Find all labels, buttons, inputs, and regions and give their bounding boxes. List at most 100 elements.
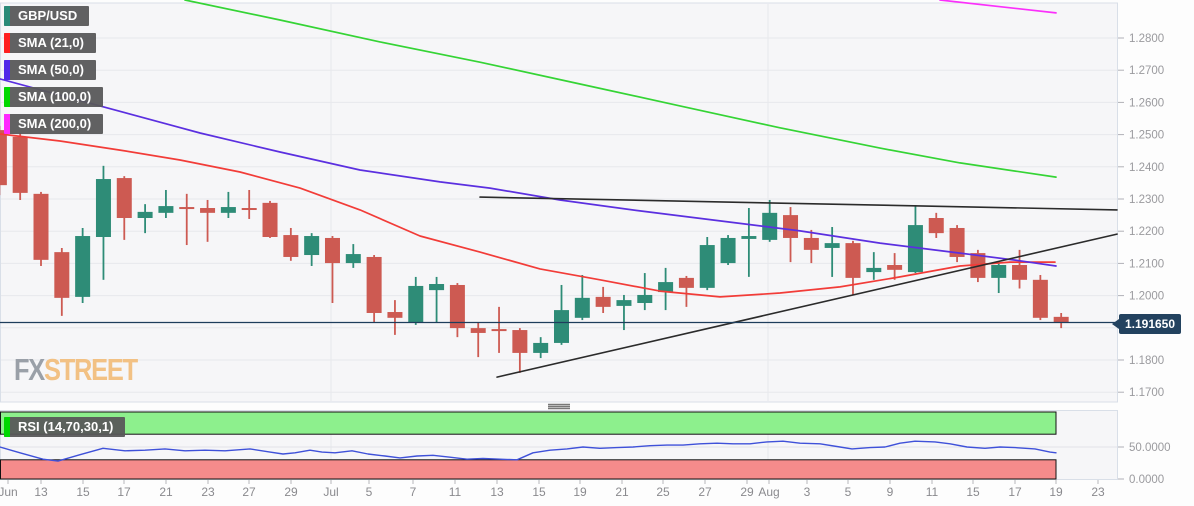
candle-body (220, 207, 236, 213)
time-axis-label: 13 (490, 485, 504, 499)
candle-body (533, 342, 549, 353)
candle-body (887, 265, 903, 270)
sma200-color-bar (4, 114, 10, 134)
candle-body (1053, 316, 1069, 323)
price-axis[interactable]: 1.2800 1.2700 1.2600 1.2500 1.2400 1.2300 1.22… (1118, 33, 1164, 399)
indicator-badge-sma100[interactable]: SMA (100,0) (4, 87, 104, 107)
time-axis-label: Jun (0, 485, 18, 499)
time-axis-label: 25 (656, 485, 670, 499)
time-axis-label: 11 (449, 485, 462, 499)
rsi-overbought-band (0, 411, 1057, 435)
time-axis-label: 23 (1091, 485, 1105, 499)
candle-body (95, 179, 111, 237)
time-axis-label: 27 (242, 485, 256, 499)
candle-body (387, 312, 403, 318)
fxstreet-watermark: FXSTREET (14, 352, 138, 388)
candle-body (345, 254, 361, 264)
sma100-label: SMA (100,0) (18, 89, 92, 104)
candle-body (824, 243, 840, 248)
candle-body (470, 328, 486, 333)
time-axis-label: 15 (76, 485, 90, 499)
sma21-color-bar (4, 33, 10, 53)
time-axis-label: 3 (804, 485, 811, 499)
watermark-street: STREET (44, 352, 138, 387)
candle-body (324, 237, 340, 264)
time-axis-label: 15 (532, 485, 546, 499)
time-axis-label: Aug (758, 485, 779, 499)
candle-body (33, 193, 49, 260)
price-axis-label: 1.2500 (1129, 130, 1164, 142)
candle-body (554, 310, 569, 343)
time-axis-label: Jul (323, 485, 338, 499)
candle-body (158, 206, 174, 213)
sma-line (0, 133, 1056, 298)
sma50-label: SMA (50,0) (18, 62, 84, 77)
price-axis-label: 1.1700 (1129, 387, 1164, 399)
candle-body (408, 285, 424, 323)
sma50-color-bar (4, 60, 10, 80)
time-axis-label: 17 (117, 485, 131, 499)
legend: GBP/USD SMA (21,0) SMA (50,0) SMA (100,0… (4, 6, 104, 134)
price-axis-label: 1.2200 (1129, 226, 1164, 238)
price-axis-label: 1.2400 (1129, 162, 1164, 174)
candle-body (949, 227, 965, 257)
watermark-fx: FX (14, 352, 45, 387)
sma-line (0, 78, 1057, 267)
symbol-label: GBP/USD (18, 8, 78, 23)
time-axis-label: 5 (845, 485, 852, 499)
indicator-badge-sma21[interactable]: SMA (21,0) (4, 33, 96, 53)
candle-body (928, 217, 944, 234)
sma-line (939, 0, 1057, 14)
symbol-badge[interactable]: GBP/USD (4, 6, 90, 26)
price-axis-label: 1.2800 (1129, 33, 1164, 45)
trendlines (479, 196, 1118, 378)
candle-body (304, 236, 320, 256)
candle-body (866, 267, 882, 273)
time-axis-label: 13 (34, 485, 48, 499)
time-axis-label: 19 (573, 485, 587, 499)
indicator-badge-sma200[interactable]: SMA (200,0) (4, 114, 104, 134)
time-axis-label: 19 (1049, 485, 1063, 499)
sma200-label: SMA (200,0) (18, 116, 92, 131)
price-axis-label: 1.2600 (1129, 97, 1164, 109)
candle-body (803, 237, 819, 250)
candle-body (574, 297, 590, 318)
candle-body (75, 236, 91, 297)
candle-body (429, 284, 445, 291)
sma-lines (0, 0, 1057, 298)
time-axis-label: 21 (159, 485, 173, 499)
time-axis-label: 27 (698, 485, 712, 499)
time-axis-label: 11 (926, 485, 939, 499)
indicator-badge-sma50[interactable]: SMA (50,0) (4, 60, 96, 80)
rsi-layer: 50.0000 0.0000 (0, 411, 1171, 486)
time-axis-label: 9 (887, 485, 894, 499)
time-axis-label: 17 (1008, 485, 1022, 499)
candle-body (699, 245, 715, 288)
candle-body (1032, 279, 1048, 318)
candle-body (12, 136, 28, 193)
rsi-axis-label: 0.0000 (1129, 474, 1164, 486)
price-axis-label: 1.2700 (1129, 65, 1164, 77)
trendline (496, 233, 1118, 378)
candle-body (658, 282, 674, 293)
rsi-label: RSI (14,70,30,1) (18, 419, 114, 434)
sma21-label: SMA (21,0) (18, 35, 84, 50)
time-axis-label: 29 (740, 485, 754, 499)
time-axis-label: 15 (966, 485, 980, 499)
candle-body (512, 330, 528, 353)
pane-divider-handle[interactable] (548, 403, 570, 410)
candle-body (262, 202, 278, 237)
indicator-badge-rsi[interactable]: RSI (14,70,30,1) (4, 417, 126, 437)
candle-body (1012, 265, 1028, 280)
candle-body (200, 208, 216, 213)
time-axis-label: 5 (366, 485, 373, 499)
candle-body (907, 225, 923, 273)
price-axis-label: 1.2000 (1129, 291, 1164, 303)
candle-body (241, 208, 257, 211)
sma100-color-bar (4, 87, 10, 107)
candle-body (283, 235, 299, 257)
time-axis[interactable]: Jun 13 15 17 21 23 27 29 Jul 5 7 11 13 15 19 21 25 27 29 Au… (0, 480, 1105, 499)
candle-body (991, 265, 1007, 278)
candle-body (845, 243, 861, 278)
